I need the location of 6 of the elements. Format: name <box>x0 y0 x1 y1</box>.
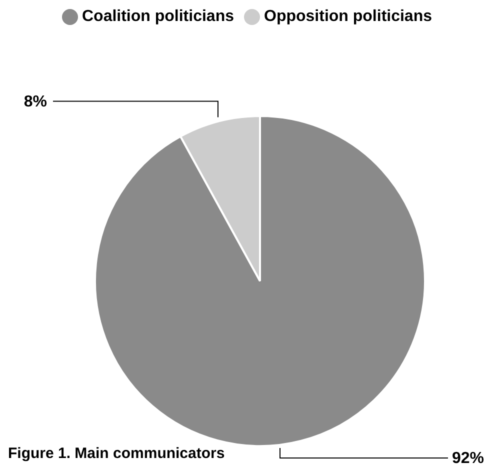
legend-label: Opposition politicians <box>264 8 432 25</box>
data-label: 8% <box>24 93 47 110</box>
legend-label: Coalition politicians <box>82 8 234 25</box>
pie-slice <box>94 115 426 447</box>
text: Figure 1. Main communicators <box>8 445 225 462</box>
data-label: 92% <box>452 450 484 467</box>
